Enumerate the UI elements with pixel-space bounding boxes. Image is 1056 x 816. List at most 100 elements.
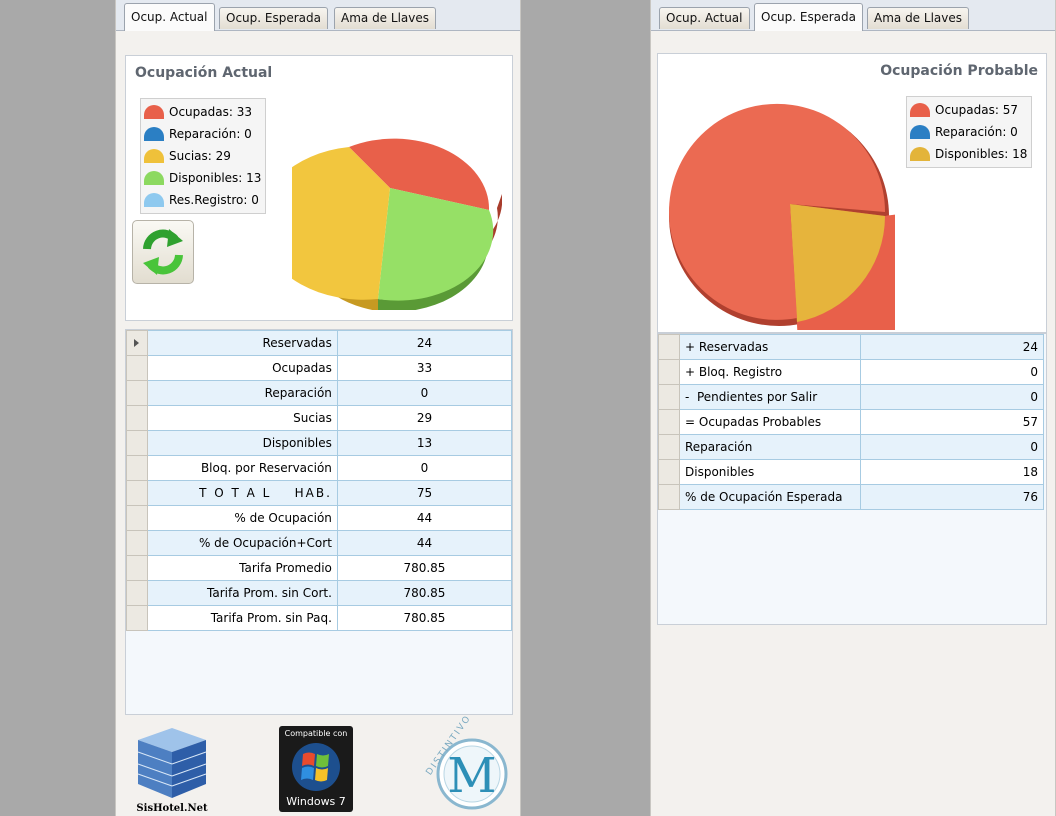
row-header[interactable] [126,330,148,356]
distintivo-m-logo: M DISTINTIVO [414,713,510,812]
row-label: Reservadas [146,330,338,356]
row-header[interactable] [126,405,148,431]
swatch-ocupadas [144,105,164,119]
table-row[interactable]: Reservadas 24 [126,330,513,356]
row-value[interactable]: 13 [336,430,513,456]
legend-item-sucias: Sucias: 29 [144,145,261,167]
tab-ocup-actual[interactable]: Ocup. Actual [659,7,750,29]
row-value[interactable]: 76 [860,484,1044,510]
row-header[interactable] [126,555,148,581]
row-value[interactable]: 780.85 [336,555,513,581]
row-label: - Pendientes por Salir [679,384,861,410]
row-header[interactable] [126,580,148,606]
chart-legend: Ocupadas: 57 Reparación: 0 Disponibles: … [906,96,1033,168]
chart-legend: Ocupadas: 33 Reparación: 0 Sucias: 29 Di… [140,98,267,214]
swatch-disponibles [910,147,930,161]
row-label: Bloq. por Reservación [146,455,338,481]
legend-item-ocupadas: Ocupadas: 33 [144,101,261,123]
ocupacion-probable-chart: Ocupación Probable Ocupadas: 57 Reparaci… [657,53,1047,333]
row-label: % de Ocupación+Cort [146,530,338,556]
row-value[interactable]: 0 [860,384,1044,410]
row-value[interactable]: 0 [860,359,1044,385]
table-row[interactable]: % de Ocupación Esperada 76 [658,484,1044,510]
table-row[interactable]: = Ocupadas Probables 57 [658,409,1044,435]
table-row[interactable]: % de Ocupación 44 [126,505,513,531]
row-value[interactable]: 780.85 [336,605,513,631]
row-label: Disponibles [679,459,861,485]
ocupacion-actual-chart: Ocupación Actual Ocupadas: 33 Reparación… [125,55,513,321]
row-header[interactable] [126,380,148,406]
swatch-sucias [144,149,164,163]
row-label: = Ocupadas Probables [679,409,861,435]
chart-title: Ocupación Probable [880,63,1038,79]
pie-slice-ocupadas-top [669,103,886,320]
windows7-badge: Compatible con Windows 7 [279,726,353,812]
row-value[interactable]: 780.85 [336,580,513,606]
tab-ama-de-llaves[interactable]: Ama de Llaves [334,7,436,29]
ocupacion-esperada-grid: + Reservadas 24 + Bloq. Registro 0 - Pendi… [657,333,1047,625]
swatch-reparacion [910,125,930,139]
row-label: Reparación [679,434,861,460]
table-row[interactable]: Tarifa Prom. sin Cort. 780.85 [126,580,513,606]
row-value[interactable]: 75 [336,480,513,506]
tab-ocup-esperada[interactable]: Ocup. Esperada [219,7,328,29]
row-header[interactable] [658,484,680,510]
row-header[interactable] [126,430,148,456]
row-header[interactable] [658,359,680,385]
ocupacion-esperada-panel: Ocup. Actual Ocup. Esperada Ama de Llave… [650,0,1056,816]
row-value[interactable]: 57 [860,409,1044,435]
row-header[interactable] [658,334,680,360]
table-row[interactable]: Reparación 0 [126,380,513,406]
row-value[interactable]: 44 [336,530,513,556]
tab-ama-de-llaves[interactable]: Ama de Llaves [867,7,969,29]
pie-slice-disponibles [378,188,494,301]
windows-name-label: Windows 7 [286,795,346,808]
row-header[interactable] [126,505,148,531]
table-row[interactable]: Disponibles 18 [658,459,1044,485]
table-row[interactable]: T O T A L HAB. 75 [126,480,513,506]
row-value[interactable]: 24 [860,334,1044,360]
table-row[interactable]: - Pendientes por Salir 0 [658,384,1044,410]
row-value[interactable]: 33 [336,355,513,381]
table-row[interactable]: Tarifa Prom. sin Paq. 780.85 [126,605,513,631]
row-header[interactable] [658,384,680,410]
table-row[interactable]: % de Ocupación+Cort 44 [126,530,513,556]
row-header[interactable] [126,355,148,381]
tab-bar: Ocup. Actual Ocup. Esperada Ama de Llave… [116,0,520,31]
table-row[interactable]: Sucias 29 [126,405,513,431]
row-header[interactable] [126,455,148,481]
tab-ocup-actual[interactable]: Ocup. Actual [124,3,215,31]
row-value[interactable]: 24 [336,330,513,356]
row-header[interactable] [658,409,680,435]
table-row[interactable]: Reparación 0 [658,434,1044,460]
windows-flag-icon [292,743,340,791]
swatch-res-registro [144,193,164,207]
row-header[interactable] [658,459,680,485]
row-value[interactable]: 0 [336,380,513,406]
table-row[interactable]: Ocupadas 33 [126,355,513,381]
row-value[interactable]: 0 [336,455,513,481]
tab-ocup-esperada[interactable]: Ocup. Esperada [754,3,863,31]
ocupacion-actual-panel: Ocup. Actual Ocup. Esperada Ama de Llave… [115,0,521,816]
row-value[interactable]: 0 [860,434,1044,460]
refresh-icon [143,229,183,275]
table-row[interactable]: Bloq. por Reservación 0 [126,455,513,481]
row-label: + Bloq. Registro [679,359,861,385]
distintivo-m-icon: M DISTINTIVO [425,713,508,810]
row-value[interactable]: 44 [336,505,513,531]
row-value[interactable]: 29 [336,405,513,431]
row-header[interactable] [126,605,148,631]
row-header[interactable] [126,530,148,556]
row-value[interactable]: 18 [860,459,1044,485]
row-header[interactable] [658,434,680,460]
table-row[interactable]: + Bloq. Registro 0 [658,359,1044,385]
legend-item-reparacion: Reparación: 0 [144,123,261,145]
row-label: Ocupadas [146,355,338,381]
table-row[interactable]: + Reservadas 24 [658,334,1044,360]
sishotel-caption: SisHotel.Net [136,803,208,814]
chart-title: Ocupación Actual [135,65,273,81]
table-row[interactable]: Tarifa Promedio 780.85 [126,555,513,581]
table-row[interactable]: Disponibles 13 [126,430,513,456]
row-header[interactable] [126,480,148,506]
refresh-button[interactable] [132,220,194,284]
